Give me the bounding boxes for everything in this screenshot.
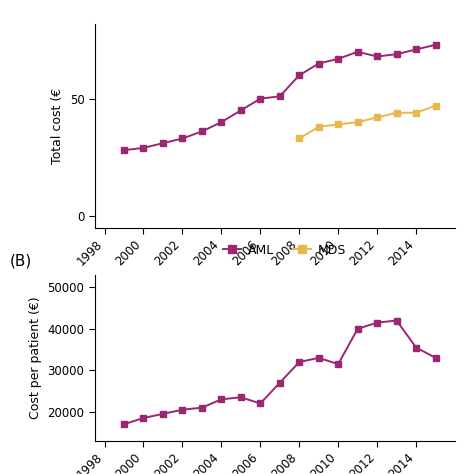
Y-axis label: Cost per patient (€): Cost per patient (€) — [29, 297, 42, 419]
X-axis label: Year: Year — [257, 274, 292, 288]
Y-axis label: Total cost (€: Total cost (€ — [51, 88, 64, 164]
Text: (B): (B) — [9, 254, 32, 269]
Legend: AML, MDS: AML, MDS — [218, 238, 351, 262]
